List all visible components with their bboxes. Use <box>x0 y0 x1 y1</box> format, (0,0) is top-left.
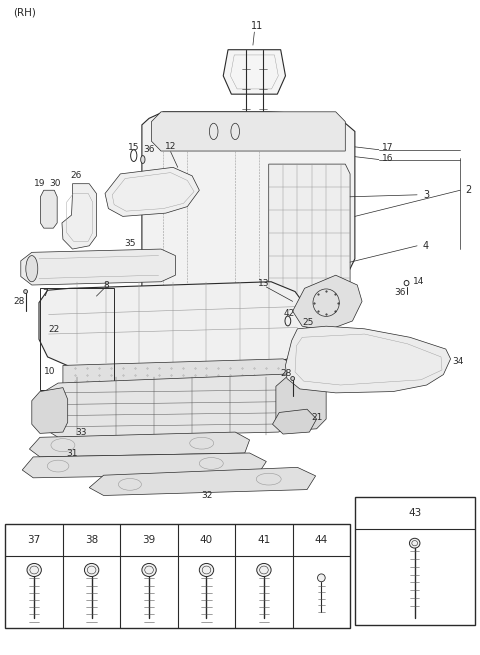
Text: 16: 16 <box>382 155 393 163</box>
Text: 4: 4 <box>423 241 429 251</box>
Text: 21: 21 <box>312 413 323 422</box>
Polygon shape <box>32 388 68 434</box>
Ellipse shape <box>257 563 271 576</box>
Ellipse shape <box>84 563 99 576</box>
Ellipse shape <box>409 538 420 548</box>
Text: 39: 39 <box>143 535 156 545</box>
Bar <box>5 523 350 628</box>
Text: 36: 36 <box>395 288 406 297</box>
Polygon shape <box>40 190 57 228</box>
Polygon shape <box>273 409 317 434</box>
Text: 31: 31 <box>67 449 78 458</box>
Polygon shape <box>269 164 350 301</box>
Text: 41: 41 <box>257 535 271 545</box>
Text: 14: 14 <box>413 277 425 286</box>
Text: 34: 34 <box>452 357 463 366</box>
Text: 15: 15 <box>128 143 140 152</box>
Text: 32: 32 <box>201 491 212 500</box>
Polygon shape <box>152 112 345 151</box>
Ellipse shape <box>141 156 145 164</box>
Ellipse shape <box>26 255 38 282</box>
Polygon shape <box>39 282 307 367</box>
Text: 2: 2 <box>465 185 471 195</box>
Text: 43: 43 <box>408 508 421 518</box>
Polygon shape <box>21 249 175 285</box>
Bar <box>40 288 114 390</box>
Text: 33: 33 <box>75 428 87 437</box>
Polygon shape <box>22 453 266 478</box>
Text: 44: 44 <box>315 535 328 545</box>
Ellipse shape <box>142 563 156 576</box>
Text: (RH): (RH) <box>12 7 36 18</box>
Text: 35: 35 <box>124 239 136 248</box>
Text: 12: 12 <box>165 142 176 151</box>
Ellipse shape <box>27 563 41 576</box>
Polygon shape <box>63 359 302 386</box>
Polygon shape <box>286 326 451 393</box>
Text: 40: 40 <box>200 535 213 545</box>
Text: 7: 7 <box>42 289 48 298</box>
Ellipse shape <box>24 290 27 293</box>
Text: 28: 28 <box>13 297 24 306</box>
Ellipse shape <box>291 377 295 381</box>
Text: 19: 19 <box>34 179 46 188</box>
Text: 13: 13 <box>258 278 270 288</box>
Ellipse shape <box>199 563 214 576</box>
Polygon shape <box>105 168 199 216</box>
Text: 11: 11 <box>251 20 263 31</box>
Text: 3: 3 <box>423 190 429 200</box>
Text: 38: 38 <box>85 535 98 545</box>
Text: 22: 22 <box>48 325 60 334</box>
Bar <box>355 497 475 625</box>
Text: 30: 30 <box>49 179 61 188</box>
Polygon shape <box>142 112 355 324</box>
Text: 42: 42 <box>283 309 294 318</box>
Polygon shape <box>276 373 326 431</box>
Polygon shape <box>29 432 250 457</box>
Ellipse shape <box>318 574 325 582</box>
Polygon shape <box>89 468 316 495</box>
Text: 36: 36 <box>144 145 155 154</box>
Text: 10: 10 <box>44 367 55 377</box>
Text: 17: 17 <box>382 143 393 152</box>
Text: 8: 8 <box>103 280 109 290</box>
Text: 37: 37 <box>27 535 41 545</box>
Text: 26: 26 <box>71 171 82 179</box>
Polygon shape <box>62 183 96 249</box>
Polygon shape <box>36 373 326 438</box>
Polygon shape <box>223 50 286 94</box>
Polygon shape <box>293 275 362 331</box>
Text: 25: 25 <box>303 318 314 327</box>
Text: 28: 28 <box>281 369 292 378</box>
